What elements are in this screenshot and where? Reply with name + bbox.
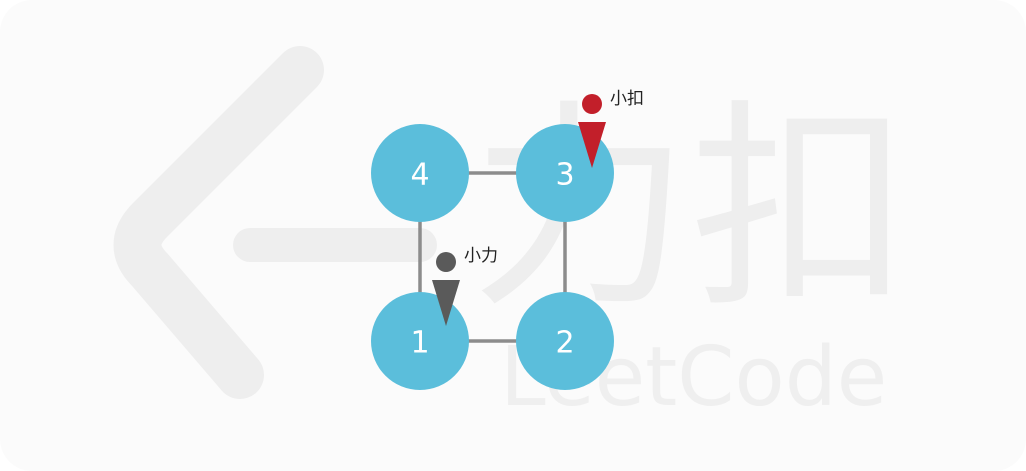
person-xiaokou: 小扣	[578, 89, 644, 168]
person-xiaoli-head-icon	[436, 252, 456, 272]
person-xiaokou-body-icon	[578, 122, 606, 168]
leetcode-watermark: 力扣 LeetCode	[113, 46, 910, 425]
person-xiaoli-label: 小力	[464, 246, 498, 266]
node-4-circle	[371, 124, 469, 222]
node-2-circle	[516, 292, 614, 390]
node-3-label: 3	[555, 158, 574, 193]
node-1: 1	[371, 292, 469, 390]
node-4-label: 4	[410, 158, 429, 193]
person-xiaokou-label: 小扣	[610, 89, 644, 109]
node-2-label: 2	[555, 326, 574, 361]
node-1-label: 1	[410, 326, 429, 361]
node-2: 2	[516, 292, 614, 390]
person-xiaoli-body-icon	[432, 280, 460, 326]
person-xiaokou-head-icon	[582, 94, 602, 114]
person-xiaoli: 小力	[432, 246, 498, 326]
node-4: 4	[371, 124, 469, 222]
leetcode-logo-icon	[113, 46, 324, 399]
